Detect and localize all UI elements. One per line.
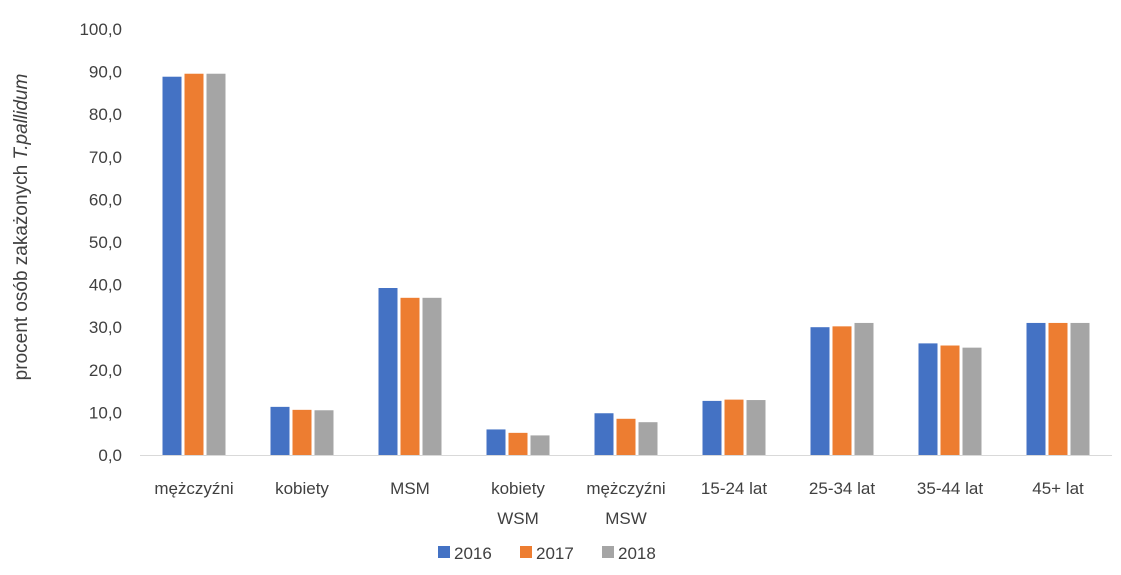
x-category-label: 45+ lat xyxy=(1032,479,1084,498)
bar-2018 xyxy=(314,410,334,455)
bar-2017 xyxy=(184,73,204,455)
x-category-label: 35-44 lat xyxy=(917,479,983,498)
bar-2017 xyxy=(616,418,636,455)
bar-2016 xyxy=(270,406,290,455)
y-tick-label: 10,0 xyxy=(89,403,122,422)
bar-2017 xyxy=(832,326,852,455)
y-tick-label: 40,0 xyxy=(89,276,122,295)
bar-2018 xyxy=(530,435,550,455)
x-category-label: MSM xyxy=(390,479,430,498)
legend-label: 2016 xyxy=(454,544,492,563)
bar-2018 xyxy=(962,347,982,455)
bar-2017 xyxy=(1048,322,1068,455)
bar-2018 xyxy=(1070,322,1090,455)
y-tick-label: 30,0 xyxy=(89,318,122,337)
bar-2016 xyxy=(594,413,614,455)
y-axis-title-italic: T.pallidum xyxy=(11,74,32,160)
bar-2017 xyxy=(940,345,960,455)
bar-2017 xyxy=(292,409,312,455)
bars xyxy=(162,73,1090,455)
bar-2016 xyxy=(1026,322,1046,455)
legend-swatch-2018 xyxy=(602,546,614,558)
y-axis-ticks: 0,0 10,0 20,0 30,0 40,0 50,0 60,0 70,0 80,0 90,0 1… xyxy=(79,20,122,465)
bar-2018 xyxy=(422,297,442,455)
y-axis-title-text: procent osób zakażonych xyxy=(11,165,32,380)
bar-2017 xyxy=(400,297,420,455)
bar-2018 xyxy=(746,400,766,455)
y-tick-label: 20,0 xyxy=(89,361,122,380)
bar-2016 xyxy=(486,429,506,455)
bar-2016 xyxy=(378,288,398,455)
legend: 2016 2017 2018 xyxy=(438,544,656,563)
y-tick-label: 80,0 xyxy=(89,105,122,124)
bar-2016 xyxy=(810,327,830,455)
bar-2016 xyxy=(162,76,182,455)
legend-label: 2018 xyxy=(618,544,656,563)
bar-2018 xyxy=(854,322,874,455)
x-category-label: 25-34 lat xyxy=(809,479,875,498)
y-tick-label: 60,0 xyxy=(89,190,122,209)
bar-2018 xyxy=(638,422,658,455)
bar-2016 xyxy=(702,400,722,455)
bar-2017 xyxy=(508,432,528,455)
bar-2016 xyxy=(918,343,938,455)
legend-swatch-2016 xyxy=(438,546,450,558)
legend-swatch-2017 xyxy=(520,546,532,558)
bar-2017 xyxy=(724,399,744,455)
y-axis-title: procent osób zakażonych T.pallidum xyxy=(11,74,32,381)
y-tick-label: 70,0 xyxy=(89,148,122,167)
x-category-label: kobiety xyxy=(491,479,545,498)
x-category-label: 15-24 lat xyxy=(701,479,767,498)
legend-label: 2017 xyxy=(536,544,574,563)
y-tick-label: 50,0 xyxy=(89,233,122,252)
x-category-label: MSW xyxy=(605,509,647,528)
y-tick-label: 100,0 xyxy=(79,20,122,39)
x-category-label: mężczyźni xyxy=(154,479,233,498)
y-tick-label: 0,0 xyxy=(98,446,122,465)
x-category-label: WSM xyxy=(497,509,539,528)
category-labels: mężczyźni kobiety MSM kobiety WSM mężczyźni MS… xyxy=(154,479,1084,528)
bar-2018 xyxy=(206,73,226,455)
x-category-label: mężczyźni xyxy=(586,479,665,498)
x-category-label: kobiety xyxy=(275,479,329,498)
y-tick-label: 90,0 xyxy=(89,63,122,82)
